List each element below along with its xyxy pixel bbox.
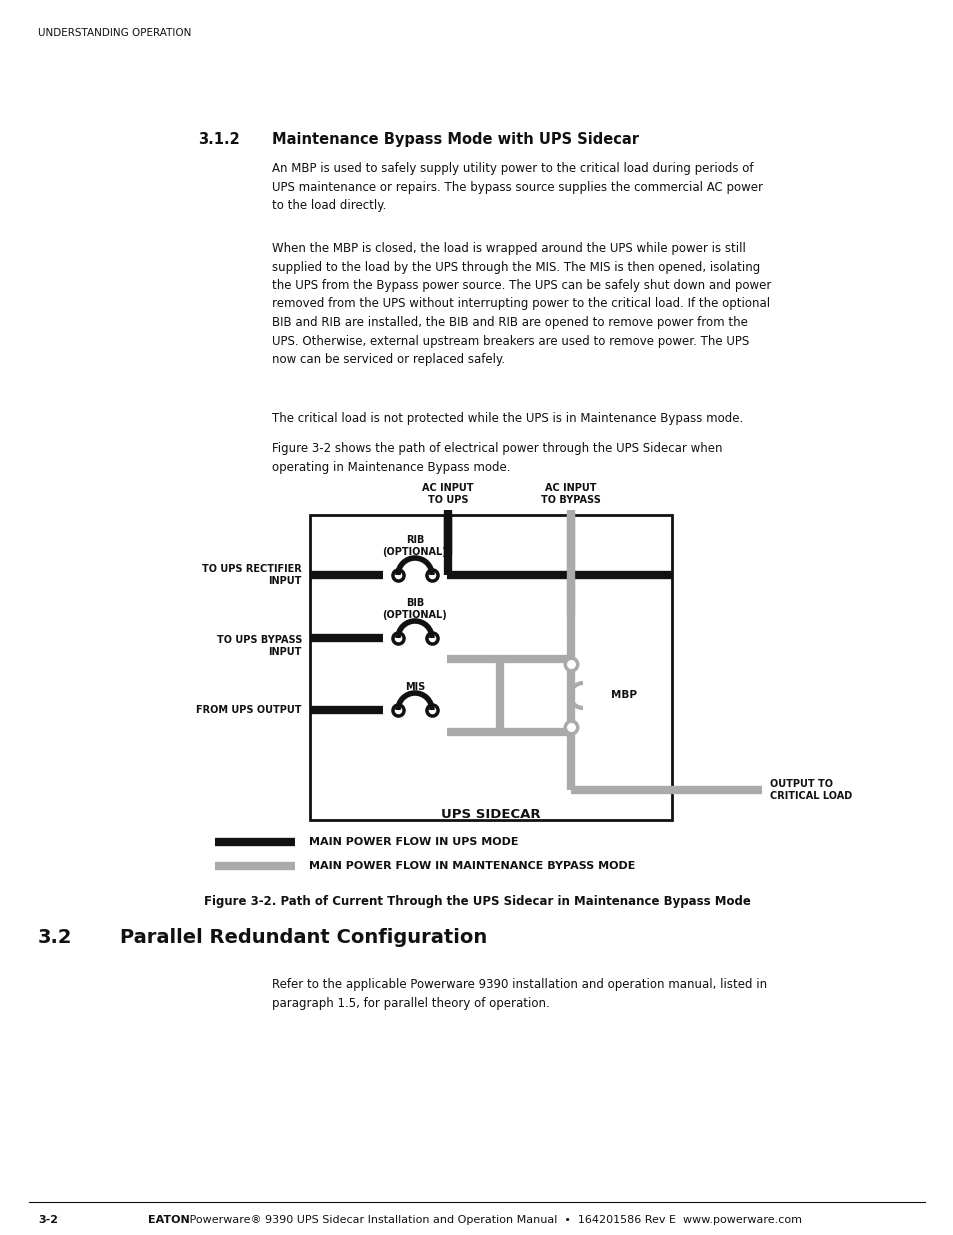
Text: UPS SIDECAR: UPS SIDECAR <box>440 808 540 821</box>
Text: Powerware® 9390 UPS Sidecar Installation and Operation Manual  •  164201586 Rev : Powerware® 9390 UPS Sidecar Installation… <box>186 1215 801 1225</box>
Text: RIB
(OPTIONAL): RIB (OPTIONAL) <box>382 536 447 557</box>
Text: MIS: MIS <box>404 682 425 692</box>
Text: MAIN POWER FLOW IN MAINTENANCE BYPASS MODE: MAIN POWER FLOW IN MAINTENANCE BYPASS MO… <box>309 861 635 871</box>
Text: Figure 3-2 shows the path of electrical power through the UPS Sidecar when
opera: Figure 3-2 shows the path of electrical … <box>272 442 721 473</box>
Text: OUTPUT TO
CRITICAL LOAD: OUTPUT TO CRITICAL LOAD <box>769 779 851 800</box>
Text: EATON: EATON <box>148 1215 190 1225</box>
Text: TO UPS BYPASS
INPUT: TO UPS BYPASS INPUT <box>216 635 302 657</box>
Text: Refer to the applicable Powerware 9390 installation and operation manual, listed: Refer to the applicable Powerware 9390 i… <box>272 978 766 1009</box>
Text: AC INPUT
TO BYPASS: AC INPUT TO BYPASS <box>540 483 600 505</box>
Bar <box>310 515 671 820</box>
Text: MAIN POWER FLOW IN UPS MODE: MAIN POWER FLOW IN UPS MODE <box>309 837 518 847</box>
Text: BIB
(OPTIONAL): BIB (OPTIONAL) <box>382 599 447 620</box>
Text: 3.2: 3.2 <box>38 927 72 947</box>
Text: The critical load is not protected while the UPS is in Maintenance Bypass mode.: The critical load is not protected while… <box>272 412 742 425</box>
Text: When the MBP is closed, the load is wrapped around the UPS while power is still
: When the MBP is closed, the load is wrap… <box>272 242 771 366</box>
Text: FROM UPS OUTPUT: FROM UPS OUTPUT <box>196 705 302 715</box>
Text: Parallel Redundant Configuration: Parallel Redundant Configuration <box>120 927 487 947</box>
Text: UNDERSTANDING OPERATION: UNDERSTANDING OPERATION <box>38 28 192 38</box>
Text: Maintenance Bypass Mode with UPS Sidecar: Maintenance Bypass Mode with UPS Sidecar <box>272 132 639 147</box>
Text: 3-2: 3-2 <box>38 1215 58 1225</box>
Text: TO UPS RECTIFIER
INPUT: TO UPS RECTIFIER INPUT <box>202 564 302 585</box>
Text: 3.1.2: 3.1.2 <box>198 132 239 147</box>
Text: MBP: MBP <box>610 690 637 700</box>
Text: AC INPUT
TO UPS: AC INPUT TO UPS <box>422 483 474 505</box>
Text: Figure 3-2. Path of Current Through the UPS Sidecar in Maintenance Bypass Mode: Figure 3-2. Path of Current Through the … <box>203 895 750 908</box>
Text: An MBP is used to safely supply utility power to the critical load during period: An MBP is used to safely supply utility … <box>272 162 762 212</box>
